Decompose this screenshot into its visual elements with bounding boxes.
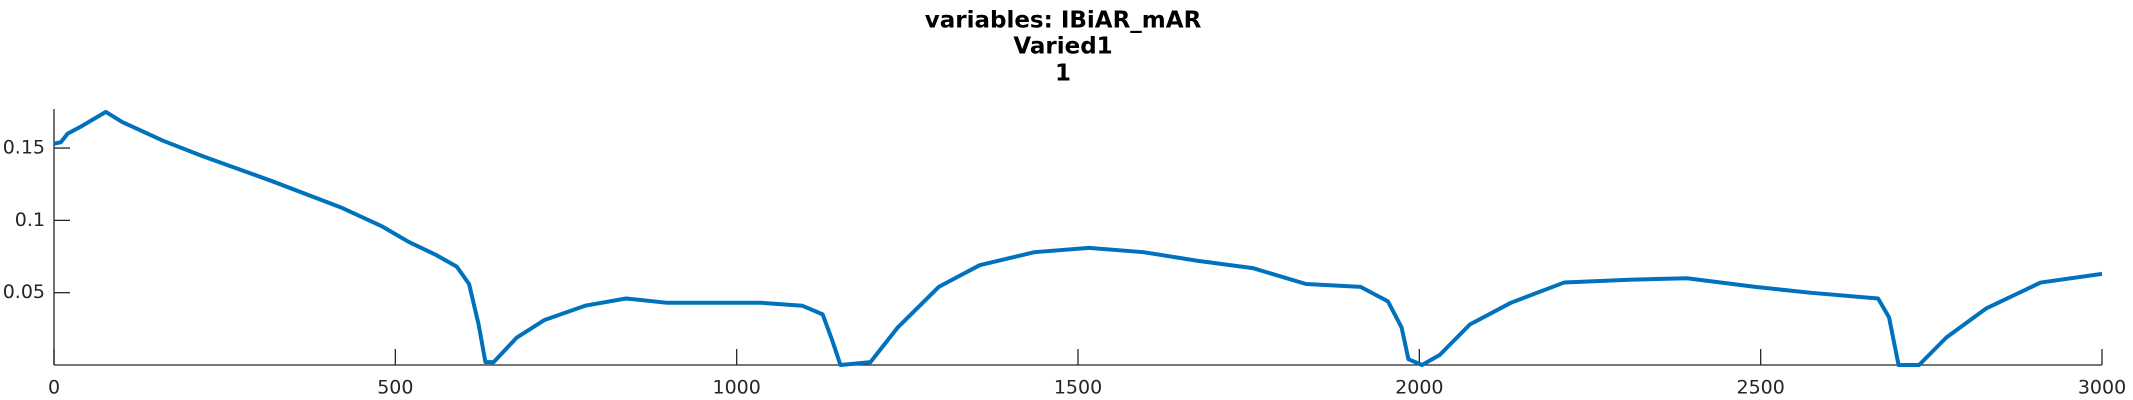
chart-subtitle: 1 xyxy=(1055,61,1071,87)
x-tick-label: 1000 xyxy=(712,377,760,399)
x-tick-label: 0 xyxy=(48,377,60,399)
y-tick-label: 0.05 xyxy=(3,281,45,303)
x-tick-label: 3000 xyxy=(2078,377,2126,399)
x-tick-label: 2500 xyxy=(1736,377,1784,399)
x-tick-label: 2000 xyxy=(1395,377,1443,399)
chart-title: variables: IBiAR_mAR xyxy=(925,8,1202,34)
chart-subtitle: Varied1 xyxy=(1013,34,1112,60)
x-tick-label: 1500 xyxy=(1054,377,1102,399)
data-line xyxy=(53,109,2103,367)
y-tick-label: 0.1 xyxy=(15,209,45,231)
y-tick-label: 0.15 xyxy=(3,137,45,159)
x-tick-label: 500 xyxy=(377,377,413,399)
